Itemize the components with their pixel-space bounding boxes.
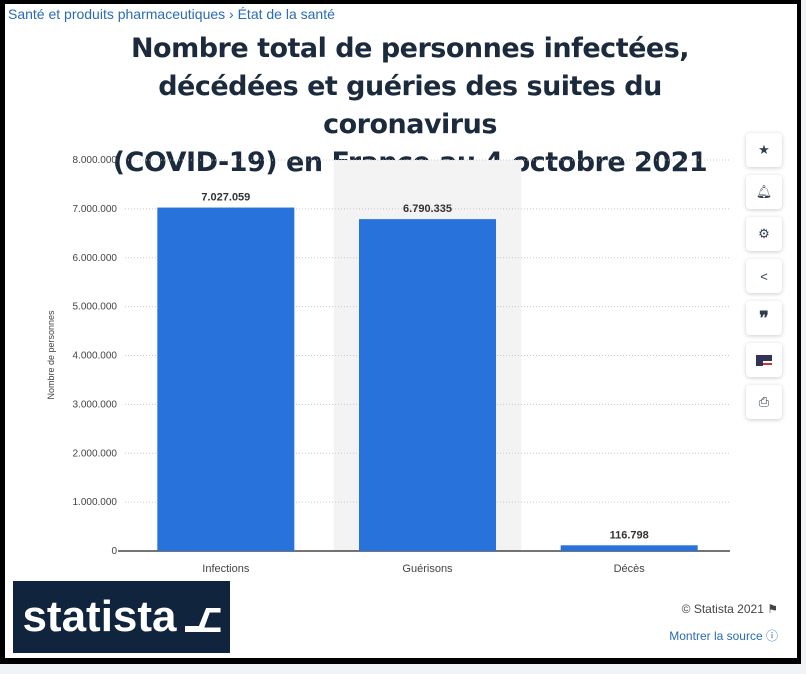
data-label: 116.798 <box>610 529 649 541</box>
print-icon: ⎙ <box>758 394 770 409</box>
data-label: 7.027.059 <box>201 192 250 204</box>
info-icon: ⓘ <box>765 629 778 643</box>
title-line: Nombre total de personnes infectées, <box>130 33 690 64</box>
flag-icon[interactable]: ⚑ <box>767 602 778 616</box>
y-tick-label: 4.000.000 <box>73 351 118 362</box>
y-tick-label: 3.000.000 <box>73 399 118 410</box>
print-button[interactable]: ⎙ <box>746 385 782 419</box>
notification-button[interactable]: 🔔︎ <box>746 175 782 209</box>
copyright: © Statista 2021 ⚑ <box>682 602 778 616</box>
quote-icon: ❞ <box>759 307 769 328</box>
y-tick-label: 2.000.000 <box>73 448 118 459</box>
bar-décès <box>560 545 698 551</box>
x-tick-label: Guérisons <box>402 563 453 575</box>
bar-infections <box>157 207 295 551</box>
title-line: décédées et guéries des suites du corona… <box>158 71 662 140</box>
breadcrumb-health-pharma[interactable]: Santé et produits pharmaceutiques <box>8 6 226 22</box>
data-label: 6.790.335 <box>403 203 452 215</box>
source-text[interactable]: Montrer la source <box>669 629 763 643</box>
flag-us-icon <box>756 354 772 366</box>
breadcrumb-separator: › <box>229 6 234 22</box>
y-tick-label: 8.000.000 <box>73 155 118 166</box>
y-tick-label: 5.000.000 <box>73 302 118 313</box>
favorite-button[interactable]: ★ <box>746 133 782 167</box>
share-icon: < <box>760 268 768 284</box>
breadcrumb-health-state[interactable]: État de la santé <box>237 6 335 22</box>
language-button[interactable] <box>746 343 782 377</box>
logo-text: statista <box>22 592 177 641</box>
y-tick-label: 0 <box>111 546 117 557</box>
bar-guérisons <box>359 219 496 551</box>
y-tick-label: 7.000.000 <box>73 204 118 215</box>
breadcrumb: Santé et produits pharmaceutiques › État… <box>8 6 335 22</box>
show-source-link[interactable]: Montrer la source ⓘ <box>669 627 778 644</box>
y-tick-label: 6.000.000 <box>73 253 118 264</box>
copyright-text: © Statista 2021 <box>681 602 764 616</box>
x-tick-label: Décès <box>614 563 646 575</box>
x-tick-label: Infections <box>202 563 250 575</box>
statista-logo: statista <box>13 581 230 653</box>
settings-button[interactable]: ⚙ <box>746 217 782 251</box>
y-axis-label: Nombre de personnes <box>46 310 56 400</box>
star-icon: ★ <box>758 142 770 157</box>
y-tick-label: 1.000.000 <box>73 497 118 508</box>
share-button[interactable]: < <box>746 259 782 293</box>
cite-button[interactable]: ❞ <box>746 301 782 335</box>
gear-icon: ⚙ <box>758 226 770 241</box>
chart-title: Nombre total de personnes infectées, déc… <box>90 30 730 182</box>
bell-icon: 🔔︎ <box>755 184 773 199</box>
statista-logo-icon <box>184 602 221 632</box>
